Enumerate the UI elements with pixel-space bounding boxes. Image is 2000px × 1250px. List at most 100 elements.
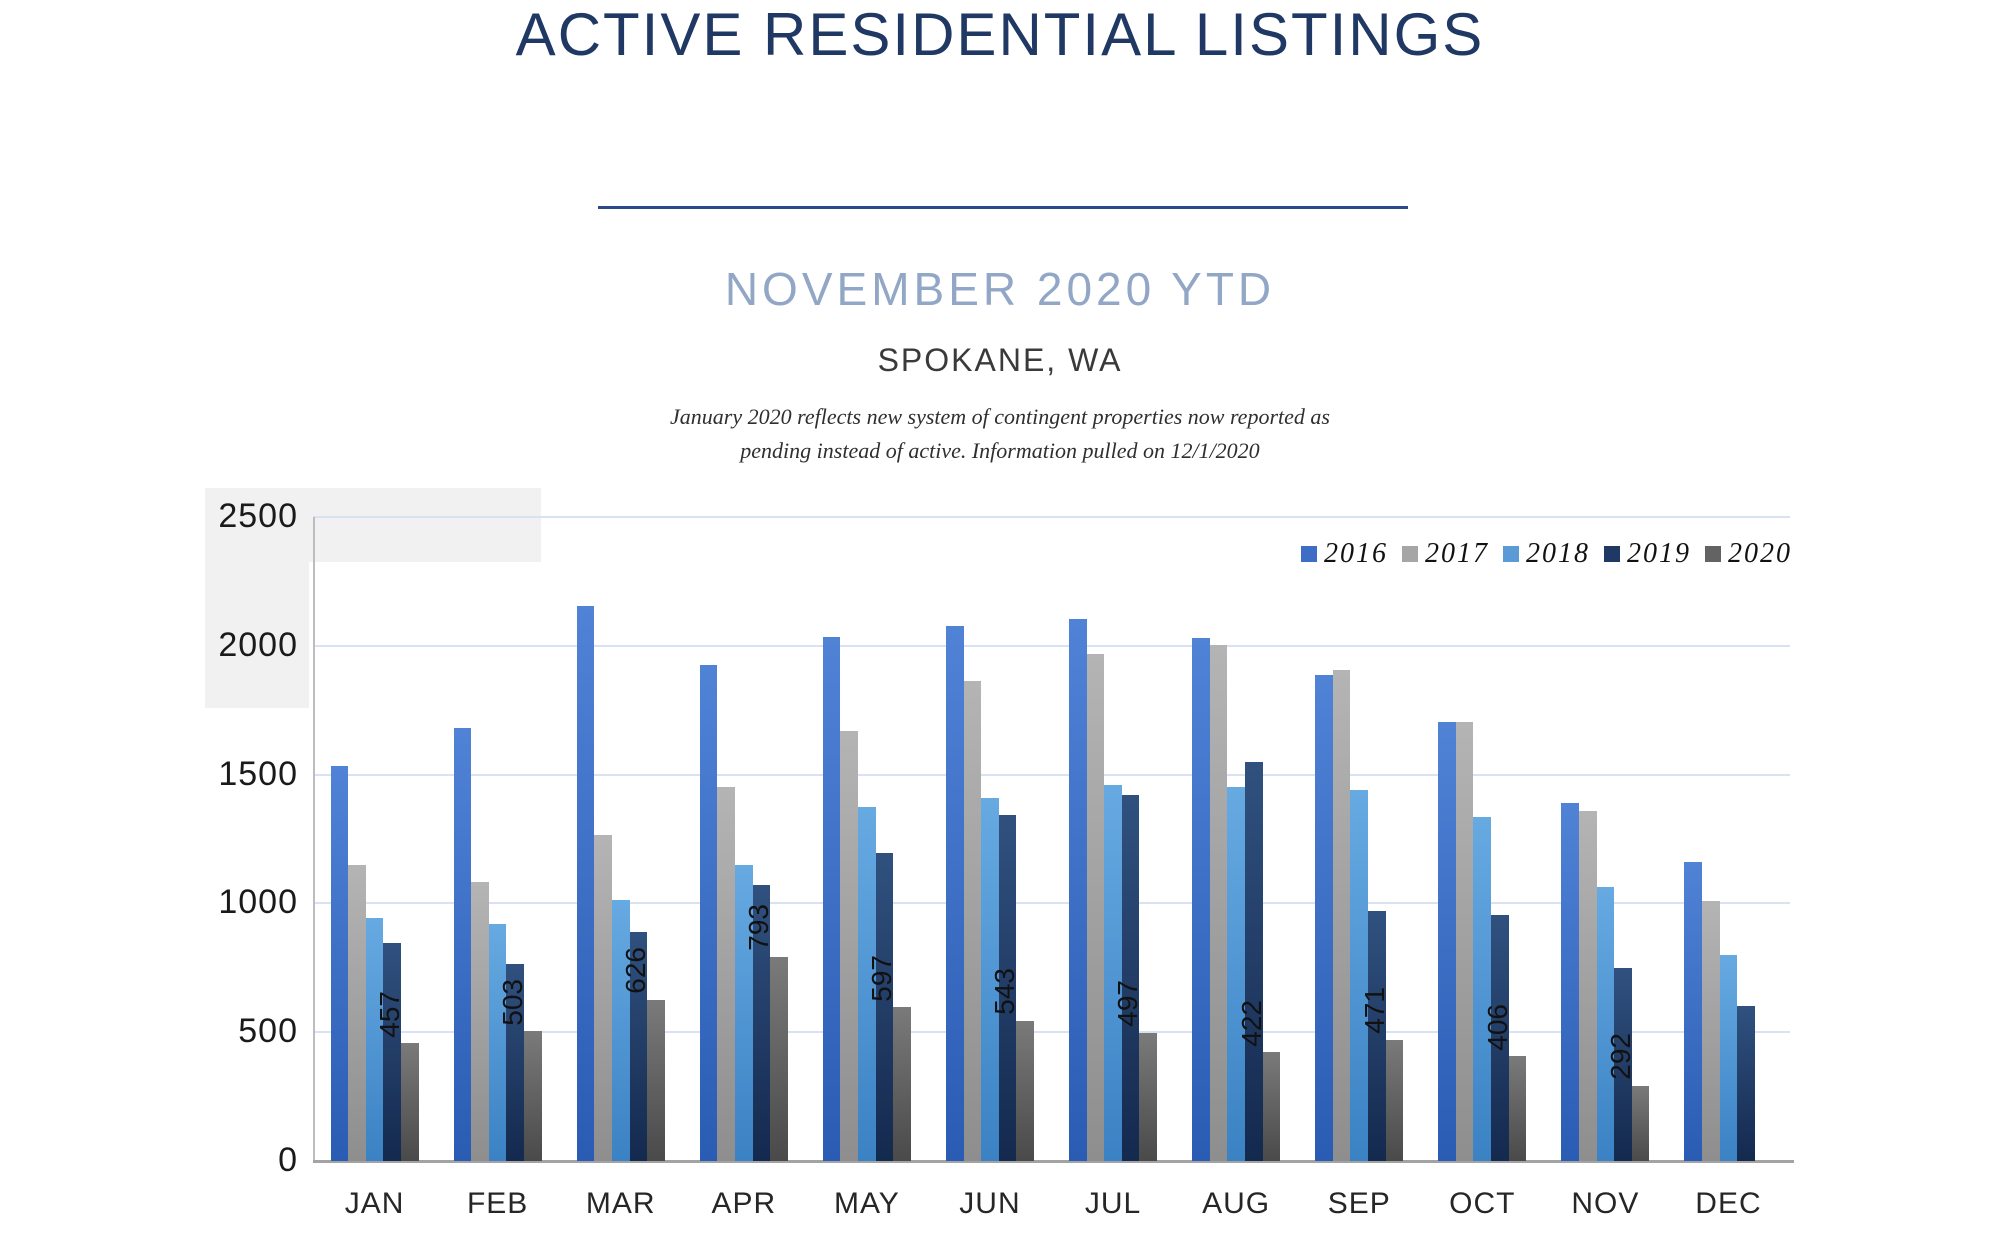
month-label: NOV [1571,1187,1640,1220]
bar [506,963,525,1161]
month-label: MAY [833,1187,900,1220]
chart-note-line1: January 2020 reflects new system of cont… [670,404,1330,429]
gridline [313,516,1790,518]
y-tick-label: 1500 [218,754,298,793]
bar [840,730,859,1161]
bar [1578,810,1597,1161]
bar [576,605,595,1161]
page-title: ACTIVE RESIDENTIAL LISTINGS [515,1,1485,68]
month-label: FEB [466,1187,529,1220]
bar [524,1031,542,1161]
month-label: DEC [1695,1187,1762,1220]
y-tick-label: 1000 [218,883,298,922]
bar [752,885,771,1161]
x-axis-line [313,1160,1794,1163]
bar [770,956,788,1161]
y-tick-label: 2000 [218,625,298,664]
bar [1719,954,1738,1161]
bar [1737,1006,1755,1161]
bar [699,665,718,1161]
bar [822,636,841,1161]
legend-swatch-icon [1301,546,1317,562]
legend-label: 2017 [1425,538,1489,569]
legend-label: 2019 [1627,538,1691,569]
bar [1016,1021,1034,1161]
bar [1069,618,1087,1161]
data-label: 471 [1358,986,1390,1034]
data-label: 422 [1235,999,1267,1047]
bar [1086,653,1105,1161]
legend-item: 2018 [1503,538,1590,570]
bar [594,835,612,1161]
bar [647,999,665,1161]
y-axis-line [313,517,315,1161]
legend-item: 2017 [1402,538,1489,570]
month-label: APR [711,1187,777,1220]
bar [1192,638,1210,1161]
data-label: 497 [1112,980,1144,1027]
bar [963,680,982,1161]
legend-label: 2016 [1324,538,1388,569]
data-label: 626 [620,947,652,994]
bar [981,797,999,1161]
bar [365,917,384,1161]
gridline [313,773,1790,776]
month-label: AUG [1202,1187,1271,1220]
legend-item: 2016 [1301,538,1388,570]
bar [875,853,894,1161]
gridline [313,644,1790,647]
bar [1244,761,1263,1161]
bar [1121,795,1140,1161]
bar [1262,1052,1281,1161]
bar [383,943,401,1161]
bar [1631,1085,1650,1161]
bar [611,899,630,1161]
bar [858,806,876,1161]
bar [1561,802,1579,1161]
legend-item: 2019 [1604,538,1691,570]
bar [348,864,366,1161]
render-artifact [205,488,309,708]
legend-swatch-icon [1503,546,1519,562]
chart-legend: 2016 2017 2018 2019 2020 [1301,538,1792,570]
bar [330,765,349,1161]
location-label: SPOKANE, WA [877,342,1123,378]
gridline [313,1031,1790,1034]
month-label: JUL [1084,1187,1142,1220]
bar [998,814,1017,1161]
bar [488,924,507,1161]
y-tick-label: 0 [278,1141,298,1179]
bar [1596,886,1615,1161]
page-subtitle: NOVEMBER 2020 YTD [724,263,1276,315]
data-label: 543 [989,968,1021,1016]
title-underline [598,206,1408,209]
bar [1315,675,1333,1161]
bar [1209,644,1228,1161]
bar [453,728,472,1161]
bar [1473,817,1492,1161]
y-tick-label: 2500 [218,497,298,535]
bar [734,864,753,1161]
month-label: MAR [585,1187,656,1220]
bar [1368,911,1386,1161]
bar [1455,721,1474,1161]
data-label: 292 [1604,1033,1636,1080]
month-label: SEP [1327,1187,1391,1220]
bar [1350,790,1368,1161]
bar [945,626,964,1161]
bar [1385,1039,1404,1161]
legend-swatch-icon [1604,546,1620,562]
chart-note-line2: pending instead of active. Information p… [740,438,1260,463]
bar [471,881,489,1161]
legend-item: 2020 [1705,538,1792,570]
bar [1684,862,1703,1161]
gridline [313,902,1790,905]
bar [717,787,735,1161]
bar [1139,1032,1158,1161]
data-label: 457 [373,990,405,1038]
bar [1508,1056,1527,1161]
month-label: JAN [344,1187,405,1220]
bar [1491,915,1509,1161]
bar [893,1007,911,1161]
